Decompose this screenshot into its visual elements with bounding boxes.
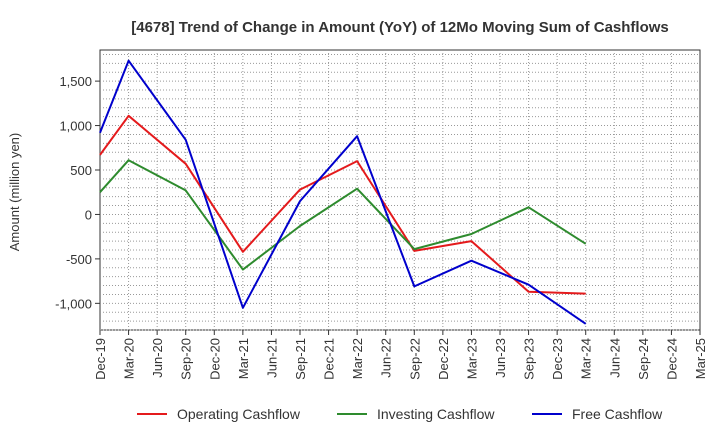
chart-title: [4678] Trend of Change in Amount (YoY) o…: [131, 19, 669, 36]
series-lines: [99, 59, 587, 325]
y-tick-label: 1,500: [59, 74, 92, 89]
plot-frame: [99, 49, 701, 331]
x-tick-label: Dec-23: [550, 338, 565, 380]
x-tick-label: Jun-23: [493, 338, 508, 378]
x-tick-label: Jun-24: [607, 338, 622, 378]
legend-label: Investing Cashflow: [377, 406, 495, 422]
y-tick-label: 1,000: [59, 119, 92, 134]
x-tick-label: Sep-23: [522, 338, 537, 380]
series-line-investing-cashflow: [99, 159, 587, 271]
y-tick-label: 500: [70, 163, 92, 178]
grid: [100, 50, 700, 331]
x-tick-label: Jun-20: [150, 338, 165, 378]
series-line-free-cashflow: [99, 59, 587, 325]
x-tick-label: Dec-21: [322, 338, 337, 380]
x-tick-label: Jun-22: [379, 338, 394, 378]
y-axis-label: Amount (million yen): [7, 133, 22, 252]
y-axis-ticks: -1,000 -500 0 500 1,000 1,500: [55, 74, 100, 311]
legend-label: Free Cashflow: [572, 406, 663, 422]
y-tick-label: 0: [85, 207, 92, 222]
x-tick-label: Mar-24: [579, 338, 594, 379]
x-tick-label: Sep-20: [179, 338, 194, 380]
x-tick-label: Jun-21: [264, 338, 279, 378]
x-tick-label: Dec-19: [93, 338, 108, 380]
plot-area: [99, 49, 701, 331]
x-tick-label: Sep-21: [293, 338, 308, 380]
legend-label: Operating Cashflow: [177, 406, 301, 422]
x-tick-label: Mar-23: [464, 338, 479, 379]
x-tick-label: Sep-24: [636, 338, 651, 380]
x-tick-label: Mar-25: [693, 338, 708, 379]
x-tick-label: Mar-22: [350, 338, 365, 379]
x-tick-label: Mar-21: [236, 338, 251, 379]
x-tick-label: Mar-20: [122, 338, 137, 379]
x-axis-ticks: Dec-19 Mar-20 Jun-20 Sep-20 Dec-20 Mar-21 Jun-…: [93, 330, 708, 380]
y-tick-label: -1,000: [55, 296, 92, 311]
x-tick-label: Dec-22: [436, 338, 451, 380]
x-tick-label: Dec-24: [664, 338, 679, 380]
y-tick-label: -500: [66, 252, 92, 267]
x-tick-label: Dec-20: [207, 338, 222, 380]
legend: Operating Cashflow Investing Cashflow Free…: [137, 406, 663, 422]
x-tick-label: Sep-22: [407, 338, 422, 380]
series-line-operating-cashflow: [99, 114, 586, 295]
